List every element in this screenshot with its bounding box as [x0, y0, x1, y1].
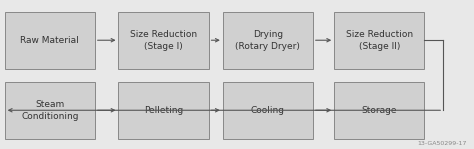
Text: Storage: Storage [362, 106, 397, 115]
FancyBboxPatch shape [118, 82, 209, 139]
Text: 13-GA50299-17: 13-GA50299-17 [418, 141, 467, 146]
Text: Raw Material: Raw Material [20, 36, 79, 45]
FancyBboxPatch shape [334, 12, 424, 69]
Text: Size Reduction
(Stage II): Size Reduction (Stage II) [346, 30, 413, 51]
FancyBboxPatch shape [5, 82, 95, 139]
FancyBboxPatch shape [118, 12, 209, 69]
FancyBboxPatch shape [223, 12, 313, 69]
FancyBboxPatch shape [5, 12, 95, 69]
Text: Pelleting: Pelleting [144, 106, 183, 115]
FancyBboxPatch shape [334, 82, 424, 139]
Text: Drying
(Rotary Dryer): Drying (Rotary Dryer) [236, 30, 300, 51]
Text: Size Reduction
(Stage I): Size Reduction (Stage I) [130, 30, 197, 51]
Text: Cooling: Cooling [251, 106, 285, 115]
Text: Steam
Conditioning: Steam Conditioning [21, 100, 79, 121]
FancyBboxPatch shape [223, 82, 313, 139]
